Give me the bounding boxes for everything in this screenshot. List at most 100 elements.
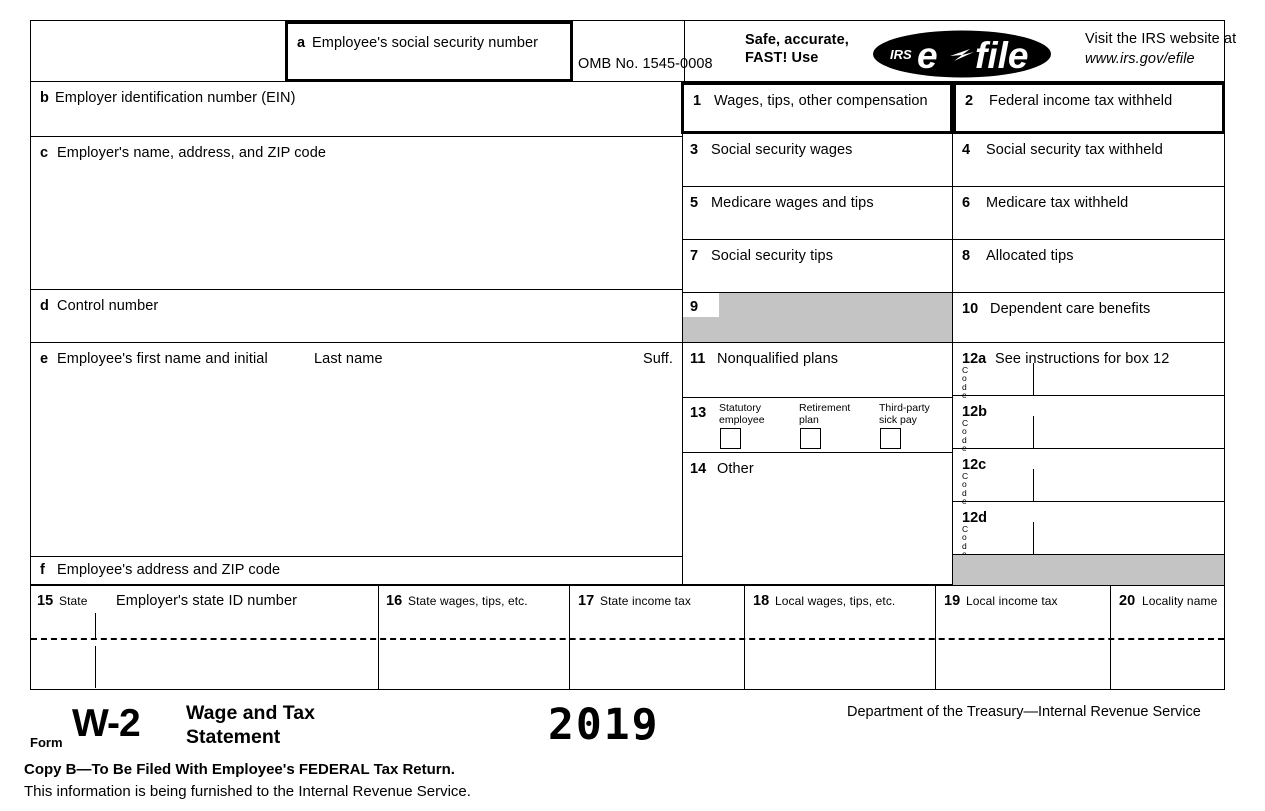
efile-visit-line1: Visit the IRS website at — [1085, 31, 1237, 47]
box-12b-divider — [1033, 416, 1034, 449]
box-b-letter: b — [40, 90, 49, 106]
box-12a-code-label: C o d e — [962, 366, 971, 400]
box-13-retirement-plan-checkbox[interactable] — [800, 428, 821, 449]
box-6-label: Medicare tax withheld — [986, 195, 1129, 211]
box-12d-number: 12d — [962, 510, 987, 526]
box-12a-number: 12a — [962, 351, 987, 367]
code-letter-o: o — [962, 479, 967, 490]
box-e-label-suffix: Suff. — [643, 351, 674, 367]
box-15-tick-upper — [95, 613, 96, 638]
box-12a[interactable]: 12a See instructions for box 12 C o d e — [953, 343, 1225, 400]
code-letter-d: d — [962, 434, 967, 445]
box-1-label: Wages, tips, other compensation — [714, 93, 928, 109]
box-7-label: Social security tips — [711, 248, 834, 264]
box-15-number: 15 — [37, 593, 54, 609]
footer-info-line: This information is being furnished to t… — [24, 783, 471, 800]
box-13-statutory-employee-checkbox[interactable] — [720, 428, 741, 449]
irs-efile-logo-icon: IRS e file — [873, 30, 1051, 78]
svg-text:IRS: IRS — [890, 47, 912, 62]
box-12c[interactable]: 12c C o d e — [953, 449, 1225, 506]
box-5-number: 5 — [690, 195, 699, 211]
box-19-local-income-tax[interactable]: 19 Local income tax — [936, 586, 1111, 689]
footer-title-line1: Wage and Tax — [186, 702, 315, 724]
state-local-section — [30, 585, 1225, 690]
code-letter-d: d — [962, 540, 967, 551]
box-2-federal-tax[interactable]: 2 Federal income tax withheld — [953, 82, 1225, 134]
box-a-ssn[interactable]: a Employee's social security number — [285, 21, 573, 82]
box-d-letter: d — [40, 298, 49, 314]
box-16-number: 16 — [386, 593, 403, 609]
box-1-wages[interactable]: 1 Wages, tips, other compensation — [681, 82, 953, 134]
footer-department: Department of the Treasury—Internal Reve… — [847, 704, 1201, 720]
box-12d-code-label: C o d e — [962, 525, 971, 559]
box-17-number: 17 — [578, 593, 595, 609]
box-12b-code-label: C o d e — [962, 419, 971, 453]
box-e-employee-name[interactable]: e Employee's first name and initial Last… — [30, 343, 683, 557]
box-17-state-income-tax[interactable]: 17 State income tax — [570, 586, 745, 689]
box-d-control-number[interactable]: d Control number — [30, 290, 683, 343]
box-6-medicare-tax[interactable]: 6 Medicare tax withheld — [953, 187, 1225, 240]
box-8-number: 8 — [962, 248, 971, 264]
box-f-label: Employee's address and ZIP code — [57, 562, 281, 578]
box-12d[interactable]: 12d C o d e — [953, 502, 1225, 559]
box-c-employer-name-address[interactable]: c Employer's name, address, and ZIP code — [30, 137, 683, 290]
box-5-medicare-wages[interactable]: 5 Medicare wages and tips — [683, 187, 953, 240]
box-15-state[interactable]: 15 State Employer's state ID number — [31, 586, 379, 689]
code-letter-e: e — [962, 390, 967, 401]
box-12-shaded-footer — [953, 555, 1225, 585]
box-13-thirdparty-sickpay-checkbox[interactable] — [880, 428, 901, 449]
footer-copy-line: Copy B—To Be Filed With Employee's FEDER… — [24, 761, 455, 778]
box-12b-number: 12b — [962, 404, 987, 420]
box-12a-divider — [1033, 363, 1034, 396]
efile-tagline-line2: FAST! Use — [745, 50, 819, 66]
top-band — [30, 20, 1225, 82]
box-13-thirdparty-label-line1: Third-party — [879, 402, 930, 414]
box-13-statutory-label-line2: employee — [719, 414, 765, 426]
svg-text:file: file — [975, 35, 1028, 76]
code-letter-o: o — [962, 532, 967, 543]
footer-title-line2: Statement — [186, 726, 281, 748]
box-20-label: Locality name — [1142, 594, 1218, 608]
box-7-ss-tips[interactable]: 7 Social security tips — [683, 240, 953, 293]
footer-form-number: W-2 — [72, 702, 141, 745]
box-14-other[interactable]: 14 Other — [683, 453, 953, 585]
box-20-locality-name[interactable]: 20 Locality name — [1111, 586, 1224, 689]
box-7-number: 7 — [690, 248, 699, 264]
code-letter-c: C — [962, 418, 969, 428]
box-b-ein[interactable]: b Employer identification number (EIN) — [30, 82, 683, 137]
box-2-number: 2 — [965, 93, 974, 109]
box-14-label: Other — [717, 461, 754, 477]
box-a-letter: a — [297, 35, 306, 51]
box-f-letter: f — [40, 562, 45, 578]
box-4-ss-tax[interactable]: 4 Social security tax withheld — [953, 134, 1225, 187]
box-1-number: 1 — [693, 93, 702, 109]
box-d-label: Control number — [57, 298, 159, 314]
box-13-number: 13 — [690, 405, 707, 421]
box-12c-number: 12c — [962, 457, 987, 473]
efile-tagline-line1: Safe, accurate, — [745, 32, 849, 48]
box-12b[interactable]: 12b C o d e — [953, 396, 1225, 453]
box-19-number: 19 — [944, 593, 961, 609]
box-10-dependent-care[interactable]: 10 Dependent care benefits — [953, 293, 1225, 343]
box-15-label-employer-state-id: Employer's state ID number — [116, 593, 298, 609]
box-f-employee-address[interactable]: f Employee's address and ZIP code — [30, 557, 683, 585]
box-4-number: 4 — [962, 142, 971, 158]
omb-cell: OMB No. 1545-0008 — [574, 21, 713, 81]
box-13-checkboxes: 13 Statutory employee Retirement plan Th… — [683, 398, 953, 453]
box-16-state-wages[interactable]: 16 State wages, tips, etc. — [379, 586, 570, 689]
box-17-label: State income tax — [600, 594, 691, 608]
box-e-label-last-name: Last name — [314, 351, 383, 367]
box-11-nonqualified-plans[interactable]: 11 Nonqualified plans — [683, 343, 953, 398]
box-13-retirement-label-line1: Retirement — [799, 402, 851, 414]
box-20-number: 20 — [1119, 593, 1136, 609]
box-8-allocated-tips[interactable]: 8 Allocated tips — [953, 240, 1225, 293]
box-3-ss-wages[interactable]: 3 Social security wages — [683, 134, 953, 187]
top-left-blank-cell — [31, 21, 286, 81]
box-10-number: 10 — [962, 301, 979, 317]
box-18-local-wages[interactable]: 18 Local wages, tips, etc. — [745, 586, 936, 689]
box-8-label: Allocated tips — [986, 248, 1074, 264]
code-letter-c: C — [962, 524, 969, 534]
code-letter-o: o — [962, 426, 967, 437]
box-c-letter: c — [40, 145, 49, 161]
